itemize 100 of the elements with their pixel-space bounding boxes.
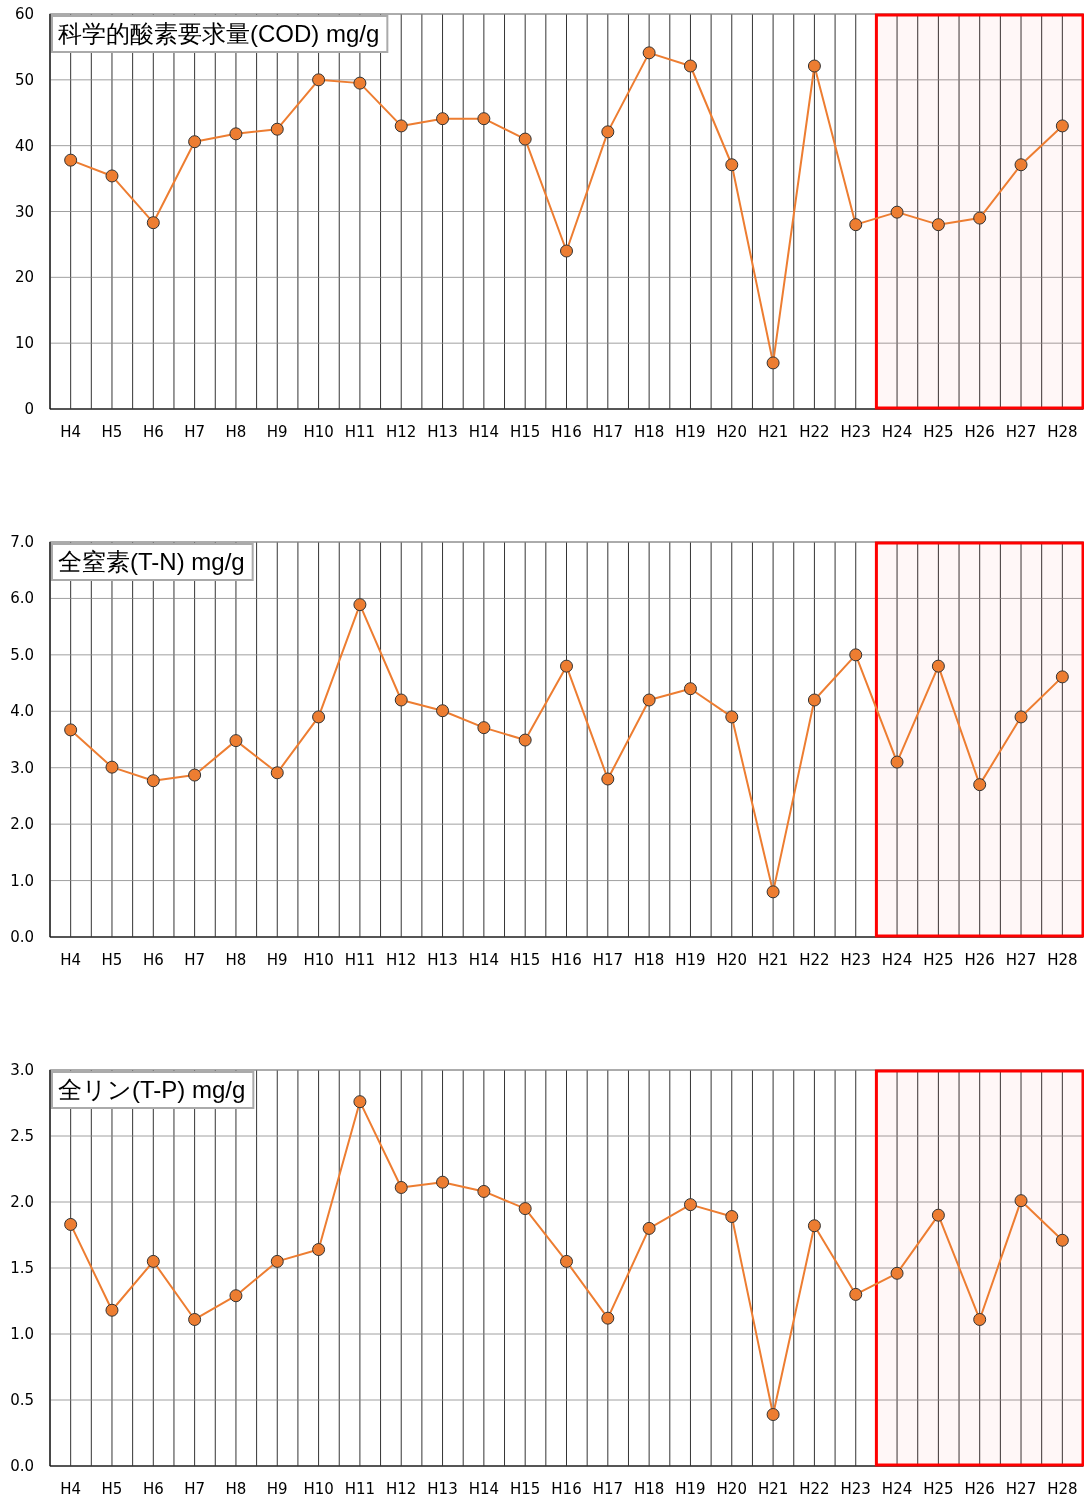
- x-tick-label: H17: [592, 1480, 624, 1498]
- point: [725, 1210, 739, 1224]
- x-tick-label: H11: [344, 951, 376, 969]
- x-tick-label: H5: [101, 423, 123, 441]
- point: [807, 59, 821, 73]
- y-tick-label: 0.0: [10, 1457, 34, 1475]
- point: [683, 1198, 697, 1212]
- x-tick-label: H20: [716, 1480, 747, 1498]
- y-tick-label: 0.0: [10, 928, 34, 946]
- y-tick-label: 30: [14, 202, 34, 221]
- x-tick-label: H4: [60, 1480, 82, 1498]
- x-tick-label: H25: [923, 1480, 954, 1498]
- x-tick-label: H12: [386, 1480, 417, 1498]
- y-tick-label: 10: [14, 334, 34, 353]
- x-tick-label: H4: [60, 423, 82, 441]
- x-tick-label: H14: [468, 1480, 500, 1498]
- point: [105, 169, 119, 183]
- x-tick-label: H9: [266, 423, 288, 441]
- x-tick-label: H28: [1047, 951, 1078, 969]
- point: [188, 1312, 202, 1326]
- point: [1014, 710, 1028, 724]
- point: [890, 755, 904, 769]
- point: [394, 119, 408, 133]
- x-tick-label: H27: [1005, 423, 1037, 441]
- x-tick-label: H10: [303, 423, 334, 441]
- x-tick-label: H18: [633, 1480, 665, 1498]
- x-tick-label: H19: [675, 951, 706, 969]
- point: [270, 122, 284, 136]
- point: [931, 659, 945, 673]
- x-tick-label: H19: [675, 423, 706, 441]
- point: [312, 73, 326, 87]
- point: [1055, 670, 1069, 684]
- point: [560, 659, 573, 673]
- x-tick-label: H6: [142, 423, 164, 441]
- x-tick-label: H4: [60, 951, 82, 969]
- point: [146, 216, 160, 230]
- x-tick-label: H23: [840, 951, 871, 969]
- x-tick-label: H9: [266, 1480, 288, 1498]
- point: [188, 135, 202, 149]
- x-tick-label: H18: [633, 423, 665, 441]
- x-tick-label: H27: [1005, 1480, 1037, 1498]
- x-tick-label: H7: [184, 423, 206, 441]
- x-tick-label: H12: [386, 951, 417, 969]
- x-tick-label: H9: [266, 951, 288, 969]
- point: [601, 125, 615, 139]
- x-tick-label: H7: [184, 951, 206, 969]
- y-tick-label: 2.5: [10, 1127, 34, 1145]
- y-tick-label: 4.0: [10, 702, 34, 721]
- point: [560, 1254, 573, 1268]
- x-tick-label: H14: [468, 423, 500, 441]
- x-tick-label: H25: [923, 951, 954, 969]
- y-tick-label: 1.0: [10, 1325, 34, 1343]
- point: [146, 774, 160, 788]
- y-tick-label: 40: [14, 136, 34, 155]
- x-tick-label: H20: [716, 423, 747, 441]
- x-tick-label: H24: [881, 1480, 913, 1498]
- point: [807, 693, 821, 707]
- y-tick-label: 7.0: [10, 533, 34, 551]
- x-tick-label: H5: [101, 1480, 123, 1498]
- x-tick-label: H22: [799, 1480, 830, 1498]
- point: [1014, 1194, 1028, 1208]
- x-tick-label: H24: [881, 423, 913, 441]
- point: [973, 211, 987, 225]
- point: [725, 158, 739, 172]
- x-tick-label: H16: [551, 423, 582, 441]
- point: [601, 772, 615, 786]
- y-tick-label: 3.0: [10, 758, 34, 777]
- point: [560, 244, 573, 258]
- x-tick-label: H15: [509, 423, 541, 441]
- point: [436, 704, 450, 718]
- point: [518, 733, 532, 747]
- point: [229, 734, 243, 748]
- point: [766, 885, 780, 899]
- point: [312, 710, 326, 724]
- x-tick-label: H26: [964, 1480, 995, 1498]
- y-tick-label: 20: [14, 268, 34, 287]
- x-tick-label: H21: [757, 951, 789, 969]
- x-tick-label: H26: [964, 423, 995, 441]
- x-tick-label: H21: [757, 423, 789, 441]
- point: [849, 1287, 863, 1301]
- point: [642, 46, 656, 60]
- y-tick-label: 5.0: [10, 645, 34, 664]
- x-tick-label: H8: [225, 423, 247, 441]
- x-tick-label: H10: [303, 1480, 334, 1498]
- point: [436, 112, 450, 126]
- x-tick-label: H28: [1047, 423, 1078, 441]
- point: [477, 721, 491, 735]
- x-tick-label: H22: [799, 951, 830, 969]
- point: [807, 1219, 821, 1233]
- point: [436, 1175, 450, 1189]
- point: [683, 59, 697, 73]
- x-tick-label: H8: [225, 1480, 247, 1498]
- y-tick-label: 50: [14, 70, 34, 89]
- point: [229, 1289, 243, 1303]
- x-tick-label: H10: [303, 951, 334, 969]
- y-tick-label: 0: [24, 400, 34, 418]
- x-tick-label: H28: [1047, 1480, 1078, 1498]
- point: [353, 76, 367, 90]
- y-tick-label: 60: [14, 5, 34, 23]
- x-tick-label: H16: [551, 1480, 582, 1498]
